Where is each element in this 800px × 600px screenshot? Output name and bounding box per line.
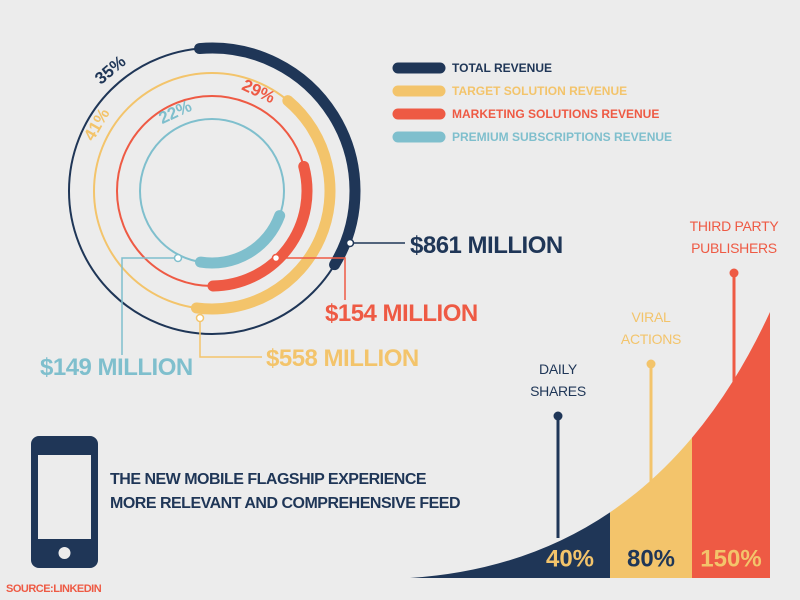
- phone-button: [58, 547, 71, 559]
- ring-arc: [207, 160, 313, 292]
- legend-label: TARGET SOLUTION REVENUE: [452, 84, 627, 98]
- leader-dot: [271, 253, 281, 263]
- leader-dot: [173, 253, 183, 263]
- source: SOURCE:LINKEDIN: [6, 583, 102, 595]
- value-label: 40%: [546, 545, 594, 572]
- leader-line: [121, 257, 178, 355]
- growth-segment: [692, 312, 770, 578]
- growth-segment: [410, 512, 610, 578]
- amount-label: $149 MILLION: [40, 354, 193, 381]
- caption-line: THE NEW MOBILE FLAGSHIP EXPERIENCE: [110, 471, 427, 488]
- leader-dot: [195, 313, 205, 323]
- amount-label: $154 MILLION: [325, 300, 478, 327]
- legend-label: MARKETING SOLUTIONS REVENUE: [452, 107, 659, 121]
- ring-percent: 35%: [91, 52, 129, 88]
- legend-label: TOTAL REVENUE: [452, 61, 552, 75]
- value-label: 150%: [700, 545, 761, 572]
- leader-line: [199, 318, 262, 358]
- leader-dot: [345, 238, 355, 248]
- amount-label: $861 MILLION: [410, 232, 563, 259]
- value-label: 80%: [627, 545, 675, 572]
- phone-screen: [38, 455, 91, 539]
- category-label: DAILY SHARES: [530, 361, 586, 399]
- pin-head: [646, 359, 656, 369]
- ring-arc: [190, 95, 336, 315]
- caption: THE NEW MOBILE FLAGSHIP EXPERIENCE MORE …: [110, 468, 461, 516]
- caption-line: MORE RELEVANT AND COMPREHENSIVE FEED: [110, 495, 461, 512]
- category-label: VIRAL ACTIONS: [620, 309, 682, 347]
- ring-percent: 41%: [80, 105, 113, 144]
- leader-line: [276, 257, 346, 300]
- category-label: THIRD PARTY PUBLISHERS: [689, 218, 779, 256]
- ring-arc: [194, 210, 286, 269]
- pin-head: [553, 411, 563, 421]
- legend-label: PREMIUM SUBSCRIPTIONS REVENUE: [452, 130, 672, 144]
- pin-head: [729, 268, 739, 278]
- ring-arc: [194, 42, 361, 271]
- amount-label: $558 MILLION: [266, 345, 419, 372]
